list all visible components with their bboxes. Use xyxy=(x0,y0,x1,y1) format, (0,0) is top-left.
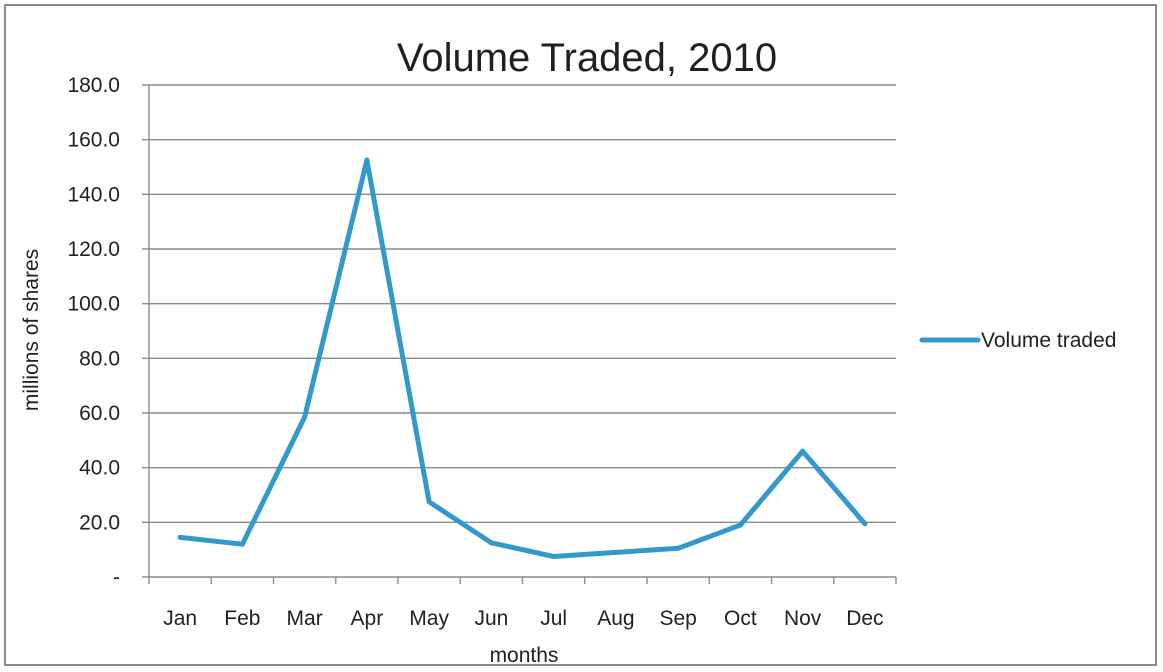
y-axis-label: millions of shares xyxy=(20,249,43,411)
x-tick-label: Jul xyxy=(540,607,567,630)
y-tick-label: 180.0 xyxy=(67,74,120,97)
data-point xyxy=(613,549,619,555)
data-point xyxy=(239,541,245,547)
series-line-volume-traded xyxy=(177,157,868,559)
legend-label-volume-traded: Volume traded xyxy=(981,329,1116,352)
data-point xyxy=(551,554,557,559)
data-point xyxy=(800,448,806,454)
gridlines xyxy=(149,84,896,524)
data-point xyxy=(488,540,494,546)
data-point xyxy=(862,521,868,527)
y-tick-label: 80.0 xyxy=(79,347,120,370)
y-tick-label: 120.0 xyxy=(67,238,120,261)
y-tick-label: 60.0 xyxy=(79,402,120,425)
data-point xyxy=(177,534,183,540)
y-axis-ticks: - 20.0 40.0 60.0 80.0 100.0 120.0 140.0 160.0 180… xyxy=(67,74,149,589)
y-tick-label: 100.0 xyxy=(67,293,120,316)
x-tick-label: Jan xyxy=(163,607,197,630)
y-tick-label: - xyxy=(113,566,120,589)
series-layer xyxy=(177,157,868,559)
data-point xyxy=(426,499,432,505)
x-tick-label: Apr xyxy=(351,607,384,630)
x-tick-label: May xyxy=(409,607,449,630)
data-point xyxy=(302,414,308,420)
y-tick-label: 40.0 xyxy=(79,457,120,480)
x-axis-label: months xyxy=(490,644,559,667)
x-tick-label: Feb xyxy=(224,607,260,630)
y-tick-label: 160.0 xyxy=(67,129,120,152)
x-tick-label: Sep xyxy=(659,607,696,630)
x-tick-label: Jun xyxy=(474,607,508,630)
legend: Volume traded xyxy=(919,329,1116,352)
y-tick-label: 20.0 xyxy=(79,511,120,534)
x-tick-label: Dec xyxy=(846,607,883,630)
data-point xyxy=(737,522,743,528)
x-tick-label: Mar xyxy=(287,607,323,630)
x-tick-label: Oct xyxy=(724,607,757,630)
x-tick-label: Nov xyxy=(784,607,822,630)
data-point xyxy=(675,545,681,551)
chart-title: Volume Traded, 2010 xyxy=(397,36,777,80)
y-tick-label: 140.0 xyxy=(67,183,120,206)
x-tick-label: Aug xyxy=(597,607,634,630)
x-axis-ticks: Jan Feb Mar Apr May Jun Jul Aug Sep Oct Nov Dec xyxy=(148,577,897,630)
data-point xyxy=(364,157,370,163)
